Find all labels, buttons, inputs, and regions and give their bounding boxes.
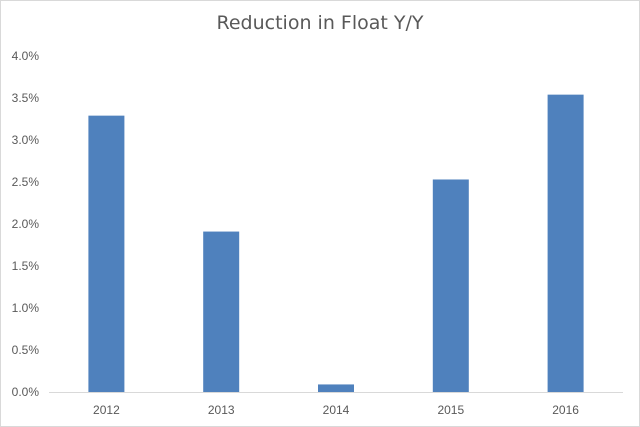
- x-tick-label: 2015: [437, 403, 464, 417]
- bar-2012: [88, 115, 125, 392]
- y-tick-label: 3.0%: [12, 133, 40, 147]
- x-tick-label: 2016: [552, 403, 579, 417]
- x-tick-label: 2014: [323, 403, 350, 417]
- x-tick-label: 2012: [93, 403, 120, 417]
- y-tick-label: 1.5%: [12, 259, 40, 273]
- bar-2013: [203, 231, 240, 392]
- bar-2016: [547, 94, 584, 392]
- y-tick-label: 0.0%: [12, 385, 40, 399]
- y-tick-label: 2.0%: [12, 217, 40, 231]
- bar-2015: [432, 179, 469, 392]
- y-tick-label: 0.5%: [12, 343, 40, 357]
- chart-title: Reduction in Float Y/Y: [216, 12, 424, 34]
- y-tick-label: 2.5%: [12, 175, 40, 189]
- bar-2014: [318, 384, 354, 392]
- y-tick-label: 3.5%: [12, 91, 40, 105]
- y-tick-label: 1.0%: [12, 301, 40, 315]
- y-tick-label: 4.0%: [12, 49, 40, 63]
- x-tick-label: 2013: [208, 403, 235, 417]
